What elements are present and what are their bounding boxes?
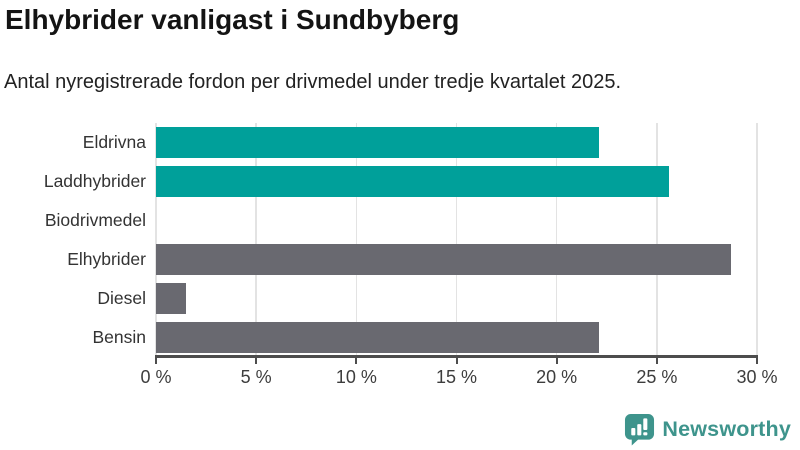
category-label-biodrivmedel: Biodrivmedel [44,210,146,230]
bar-diesel [156,283,187,314]
x-tick-label-20: 20 % [536,367,578,387]
gridline-15 [455,123,458,357]
x-tick-mark-20 [555,355,558,364]
bar-chart-speech-bubble-icon [625,414,655,446]
bar-laddhybrider [156,166,669,197]
x-tick-mark-0 [155,355,157,364]
x-tick-mark-25 [655,355,658,364]
x-tick-label-15: 15 % [435,367,478,387]
bar-eldrivna [156,127,599,158]
chart-subtitle: Antal nyregistrerade fordon per drivmede… [4,71,622,93]
gridline-20 [555,123,558,357]
chart-title: Elhybrider vanligast i Sundbyberg [5,4,460,35]
newsworthy-logo: Newsworthy [624,413,791,446]
x-tick-mark-5 [255,355,258,364]
x-tick-label-0: 0 % [140,367,172,387]
x-tick-mark-30 [756,355,758,364]
bar-bensin [156,322,599,353]
x-tick-label-30: 30 % [736,367,778,387]
x-tick-mark-10 [355,355,358,364]
gridline-30 [756,123,758,357]
x-tick-label-10: 10 % [335,367,377,387]
gridline-25 [656,123,658,357]
bar-chart-plot-area [155,123,758,357]
gridline-5 [255,123,257,357]
category-label-bensin: Bensin [92,327,146,347]
category-label-eldrivna: Eldrivna [82,132,146,152]
gridline-10 [355,123,358,357]
category-label-laddhybrider: Laddhybrider [43,171,146,191]
gridline-0 [155,123,157,357]
x-tick-mark-15 [455,355,458,364]
bar-elhybrider [156,244,731,275]
x-tick-label-5: 5 % [240,367,272,387]
brand-name: Newsworthy [662,417,791,441]
category-label-elhybrider: Elhybrider [67,249,146,269]
x-tick-label-25: 25 % [636,367,678,387]
category-axis-labels: Eldrivna Laddhybrider Biodrivmedel Elhybrid… [0,123,146,357]
category-label-diesel: Diesel [97,288,146,308]
